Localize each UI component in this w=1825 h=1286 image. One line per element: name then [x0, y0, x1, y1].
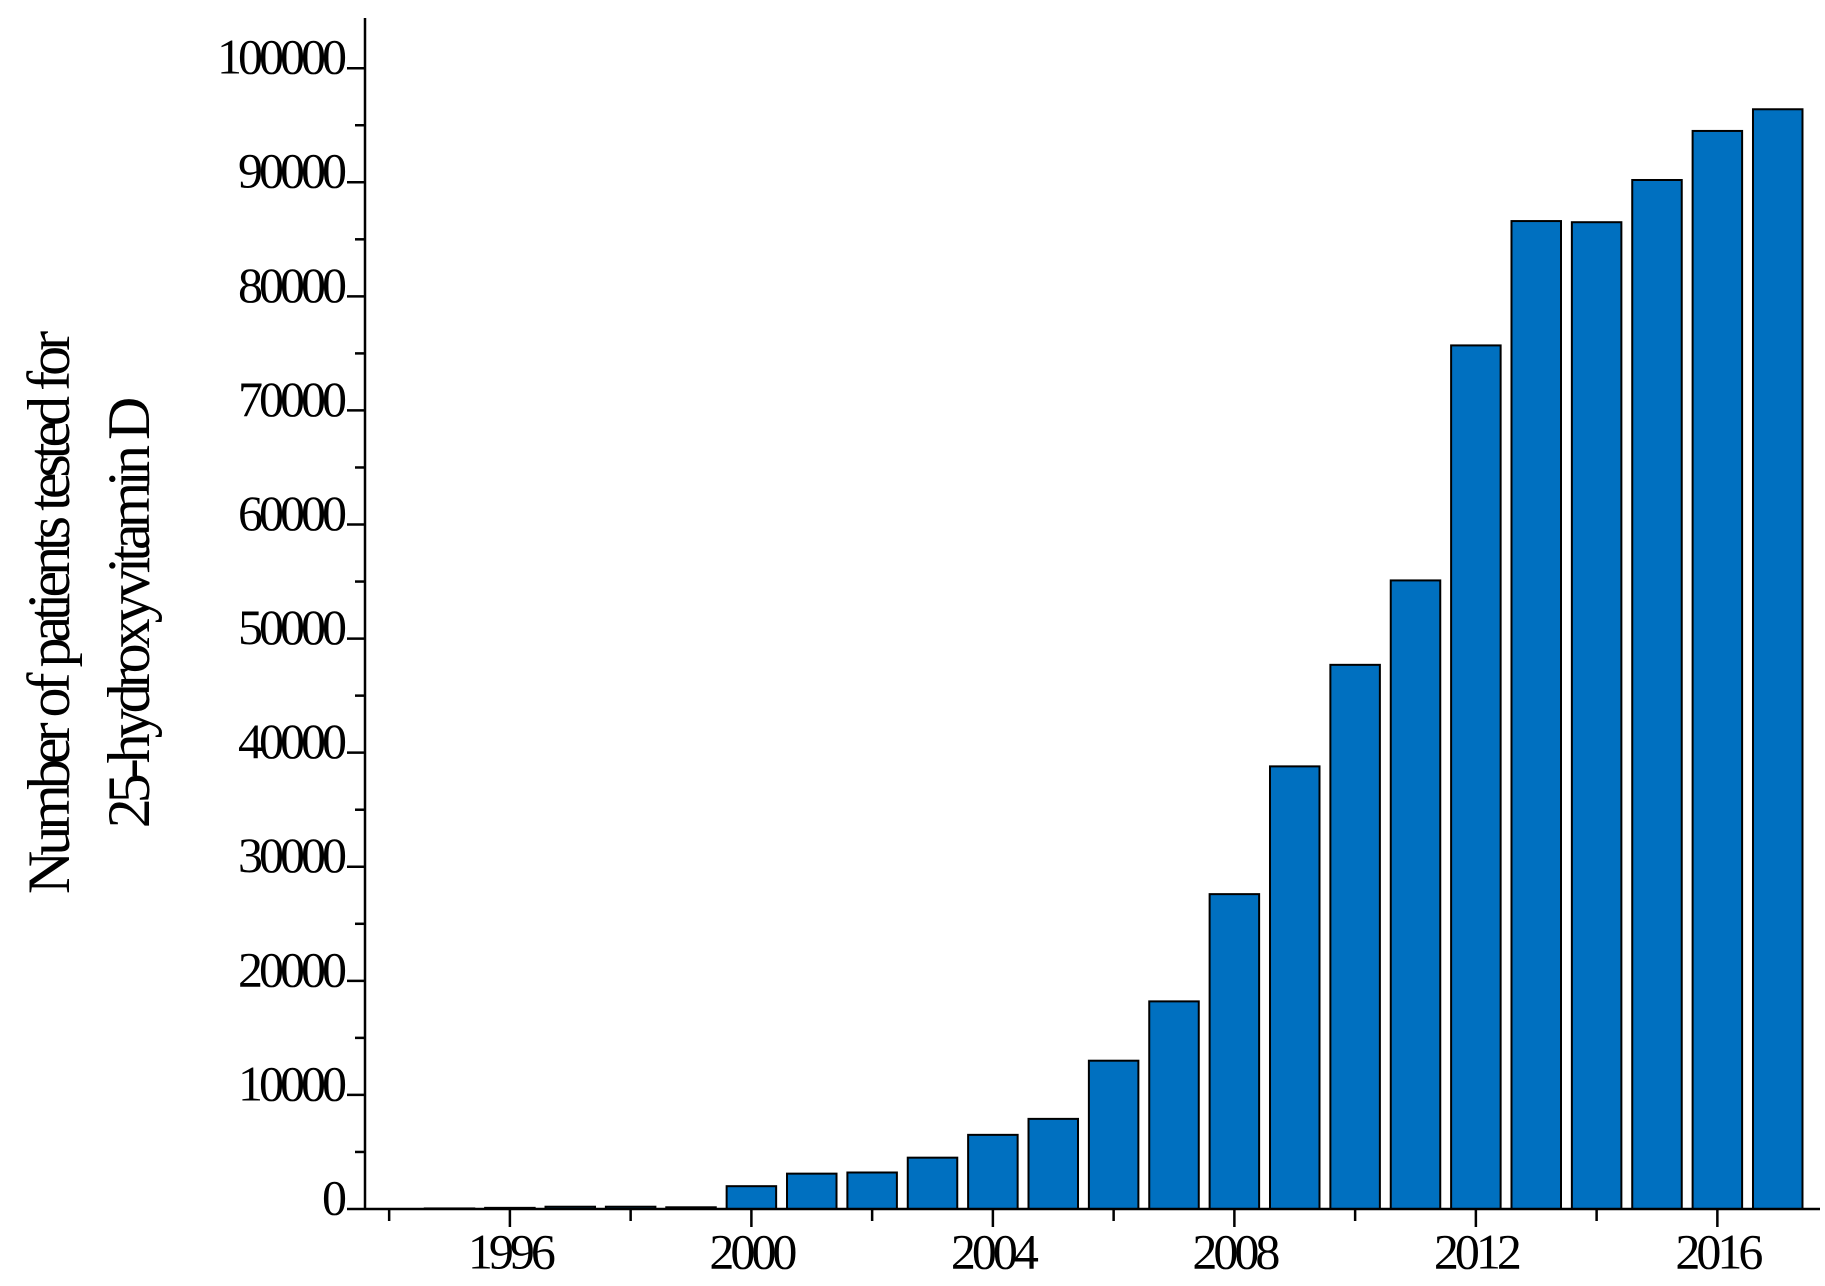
y-tick-label: 0	[322, 1169, 346, 1225]
x-tick-label: 2012	[1434, 1223, 1520, 1279]
bar	[967, 1133, 1019, 1210]
bar	[1087, 1059, 1140, 1211]
y-tick-label: 100000	[217, 29, 346, 85]
bar	[1389, 579, 1442, 1210]
x-tick-label: 2004	[951, 1223, 1039, 1279]
x-tick-label: 2008	[1192, 1223, 1279, 1279]
y-tick-label: 80000	[238, 257, 346, 313]
bar	[1691, 129, 1744, 1210]
y-tick-label: 10000	[238, 1055, 346, 1111]
bar	[1148, 1000, 1200, 1210]
bar	[1027, 1117, 1080, 1211]
bar	[725, 1185, 778, 1211]
y-axis-label: Number of patients tested for	[16, 331, 82, 894]
bar	[786, 1172, 838, 1210]
bar	[1751, 108, 1804, 1210]
bar	[1208, 893, 1261, 1210]
y-tick-label: 60000	[238, 485, 346, 541]
bar	[846, 1171, 898, 1211]
y-tick-label: 90000	[238, 143, 346, 199]
y-tick-label: 70000	[238, 371, 346, 427]
bar	[1570, 221, 1623, 1210]
bar	[1510, 220, 1562, 1210]
y-axis-label: 25-hydroxyvitamin D	[96, 399, 162, 828]
y-tick-label: 50000	[238, 599, 346, 655]
bar	[906, 1156, 959, 1211]
x-tick-label: 2000	[709, 1223, 796, 1279]
bar	[1329, 663, 1381, 1210]
bar	[1631, 178, 1683, 1210]
y-tick-label: 30000	[238, 827, 346, 883]
y-tick-label: 20000	[238, 941, 346, 997]
x-tick-label: 2016	[1675, 1223, 1762, 1279]
y-tick-label: 40000	[238, 713, 346, 769]
bar	[1450, 344, 1502, 1210]
x-tick-label: 1996	[468, 1223, 555, 1279]
bar	[1268, 765, 1321, 1210]
